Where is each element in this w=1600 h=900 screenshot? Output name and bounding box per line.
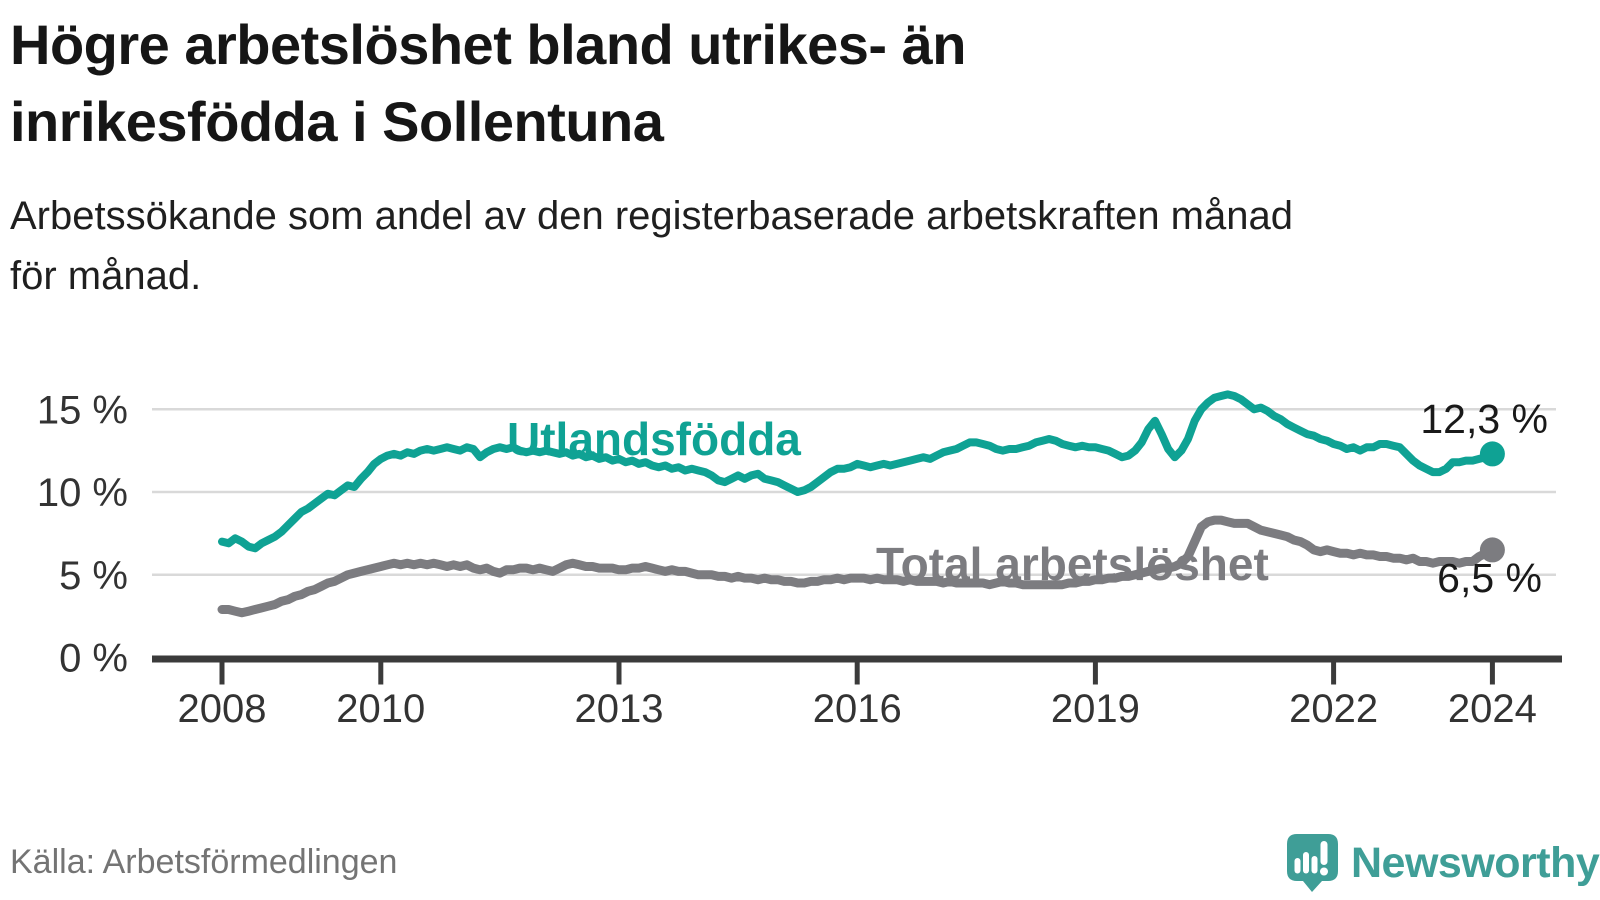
end-value-label-utlandsfodda: 12,3 %: [1420, 396, 1548, 442]
series-label-utlandsfodda: Utlandsfödda: [507, 413, 801, 465]
x-tick-label-2022: 2022: [1289, 687, 1378, 731]
chart-header: Högre arbetslöshet bland utrikes- än inr…: [10, 0, 1570, 306]
series-end-dots: [1479, 441, 1505, 563]
chart-subtitle: Arbetssökande som andel av den registerb…: [10, 186, 1570, 306]
x-tick-label-2019: 2019: [1051, 687, 1140, 731]
subtitle-line-2: för månad.: [10, 254, 202, 298]
x-tick-label-2013: 2013: [575, 687, 664, 731]
speech-bubble-bar-chart-icon: [1287, 834, 1338, 892]
newsworthy-wordmark: Newsworthy: [1351, 838, 1600, 887]
title-line-1: Högre arbetslöshet bland utrikes- än: [10, 13, 966, 76]
y-axis-labels: 0 % 5 % 10 % 15 %: [37, 388, 128, 680]
end-value-label-total: 6,5 %: [1437, 555, 1542, 601]
y-tick-label-0: 0 %: [59, 637, 128, 681]
x-axis-labels: 2008 2010 2013 2016 2019 2022 2024: [178, 687, 1537, 731]
end-dot-utlandsfodda: [1479, 441, 1505, 467]
x-tick-label-2024: 2024: [1448, 687, 1537, 731]
end-dot-total-arbetsloshet: [1479, 537, 1505, 563]
x-tick-label-2010: 2010: [336, 687, 425, 731]
y-tick-label-10: 10 %: [37, 471, 128, 515]
y-tick-label-5: 5 %: [59, 554, 128, 598]
page-title: Högre arbetslöshet bland utrikes- än inr…: [10, 6, 1570, 160]
x-tick-label-2008: 2008: [178, 687, 267, 731]
x-tick-label-2016: 2016: [813, 687, 902, 731]
newsworthy-logo: Newsworthy: [1286, 833, 1600, 893]
line-total-arbetsloshet: [217, 515, 1497, 618]
series-label-total-arbetsloshet: Total arbetslöshet: [876, 538, 1269, 590]
y-tick-label-15: 15 %: [37, 388, 128, 432]
series-lines: [217, 390, 1497, 618]
line-utlandsfodda: [218, 390, 1497, 553]
title-line-2: inrikesfödda i Sollentuna: [10, 90, 664, 153]
subtitle-line-1: Arbetssökande som andel av den registerb…: [10, 194, 1293, 238]
x-axis: [152, 655, 1562, 685]
source-attribution: Källa: Arbetsförmedlingen: [10, 843, 398, 881]
